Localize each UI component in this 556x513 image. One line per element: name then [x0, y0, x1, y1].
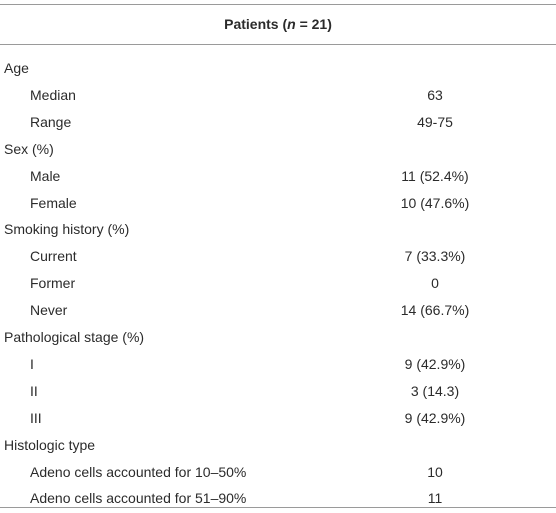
row-label: Current	[30, 248, 77, 265]
section-label: Age	[4, 60, 29, 76]
row-value: 14 (66.7%)	[400, 302, 470, 319]
header-text: = 21)	[295, 16, 332, 32]
row-label: I	[30, 355, 34, 372]
table-header: Patients (n = 21)	[0, 5, 556, 44]
section-label: Sex (%)	[4, 140, 54, 157]
row-label: Female	[30, 194, 77, 211]
row-value: 49-75	[417, 113, 453, 130]
row-value: 9 (42.9%)	[404, 355, 466, 372]
row-value: 10 (47.6%)	[400, 194, 470, 211]
header-rule	[0, 44, 556, 45]
header-text: Patients (	[224, 16, 288, 32]
row-label: Never	[30, 302, 68, 319]
section-label: Histologic type	[4, 436, 96, 453]
row-label: Male	[30, 167, 61, 184]
bottom-rule	[0, 507, 556, 508]
row-label: Adeno cells accounted for 10–50%	[30, 463, 247, 480]
row-value: 3 (14.3)	[410, 382, 460, 399]
row-label: Adeno cells accounted for 51–90%	[30, 490, 247, 507]
header-italic: n	[287, 16, 296, 32]
section-label: Pathological stage (%)	[4, 329, 145, 345]
row-value: 11 (52.4%)	[401, 167, 469, 184]
row-value: 10	[427, 463, 443, 480]
row-label: III	[30, 409, 42, 426]
row-value: 7 (33.3%)	[404, 248, 466, 265]
row-label: Median	[30, 86, 76, 103]
row-value: 9 (42.9%)	[404, 409, 466, 426]
row-label: Former	[30, 275, 76, 292]
top-rule	[0, 4, 556, 5]
row-value: 0	[431, 275, 439, 292]
row-label: Range	[30, 113, 72, 130]
section-label: Smoking history (%)	[4, 221, 130, 238]
row-value: 11	[427, 490, 443, 507]
row-label: II	[30, 382, 38, 399]
row-value: 63	[427, 86, 443, 103]
